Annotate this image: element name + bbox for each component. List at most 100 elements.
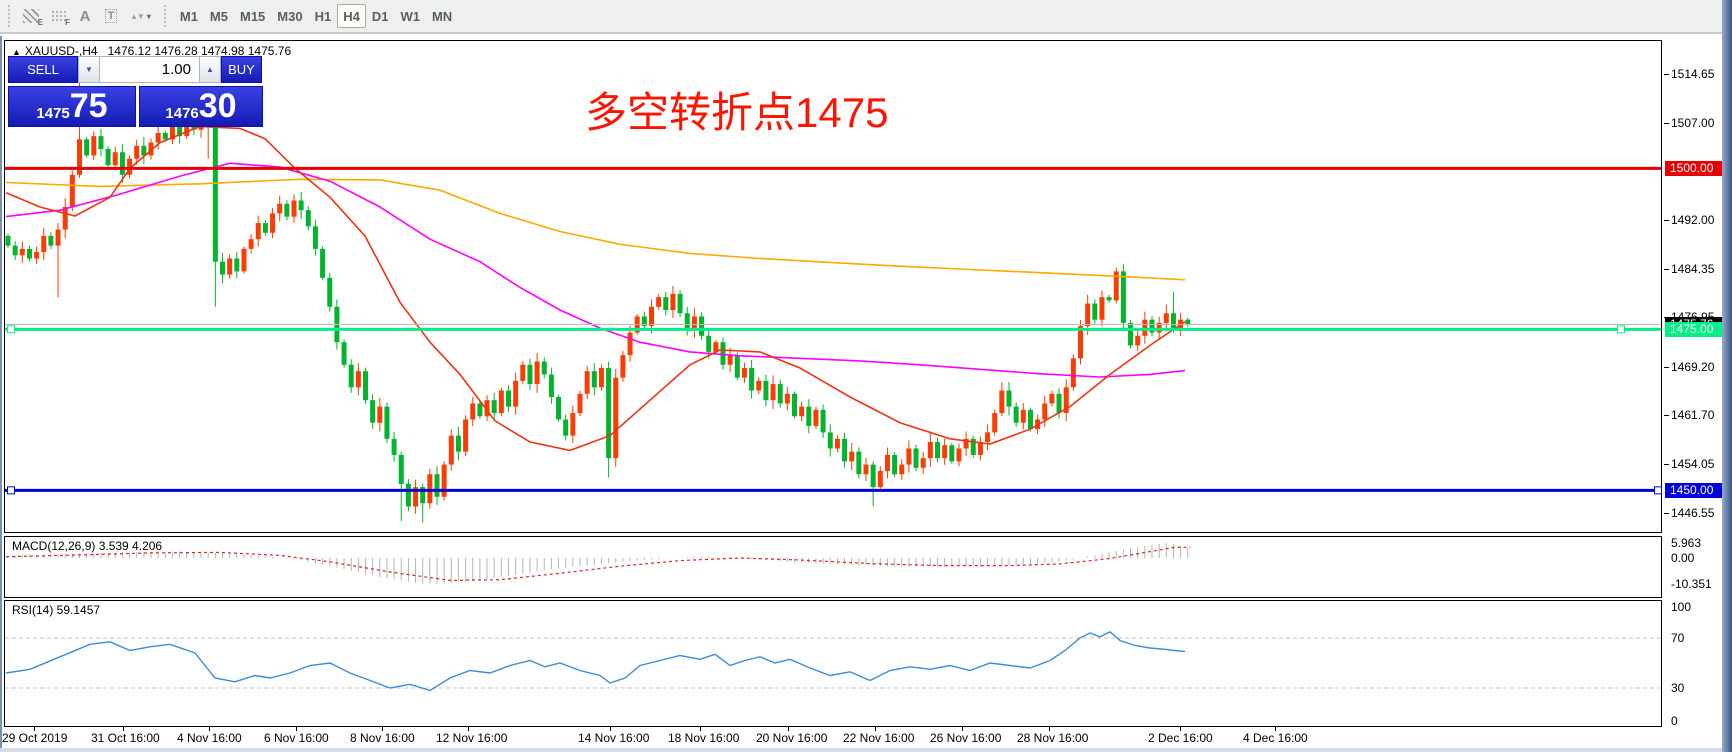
timeframe-button-m30[interactable]: M30 (277, 8, 303, 24)
price-axis-tick (1664, 74, 1669, 75)
ma-slow-orange (5, 178, 1186, 281)
date-axis-label: 4 Dec 16:00 (1243, 731, 1308, 745)
buy-price-display[interactable]: 1476 30 (139, 86, 263, 127)
timeframe-button-m5[interactable]: M5 (209, 8, 228, 24)
text-box-icon: T (104, 9, 118, 23)
pattern-icon-letter: E (37, 18, 43, 27)
price-axis-label: 1492.00 (1671, 212, 1715, 227)
date-axis-label: 8 Nov 16:00 (350, 731, 415, 745)
collapse-panel-icon[interactable]: ▲ (12, 47, 21, 57)
text-label-button[interactable]: A (72, 4, 98, 28)
volume-up-button[interactable]: ▲ (199, 56, 221, 83)
rsi-scale-label: 70 (1671, 631, 1685, 645)
date-axis-label: 4 Nov 16:00 (177, 731, 242, 745)
toolbar-grip[interactable] (162, 5, 168, 27)
macd-histogram (7, 542, 1189, 585)
grid-icon-letter: F (65, 18, 70, 27)
grid-icon (51, 9, 66, 23)
price-axis-tick (1664, 123, 1669, 125)
window-border-right (1722, 0, 1732, 752)
date-axis-label: 29 Oct 2019 (2, 731, 68, 745)
buy-button[interactable]: BUY (221, 56, 262, 83)
macd-scale-label: -10.351 (1671, 577, 1712, 592)
rsi-line (5, 630, 1186, 692)
window-border-left (0, 36, 2, 752)
timeframe-button-h4[interactable]: H4 (337, 4, 366, 28)
toolbar-grip[interactable] (6, 5, 11, 27)
timeframe-button-mn[interactable]: MN (431, 8, 453, 24)
pattern-tool-button[interactable]: E (17, 4, 45, 28)
sell-price-display[interactable]: 1475 75 (8, 86, 136, 127)
support-line-1450-handle[interactable] (1654, 486, 1662, 495)
macd-panel[interactable] (4, 536, 1662, 598)
price-axis-tick (1664, 366, 1669, 368)
timeframe-button-w1[interactable]: W1 (400, 8, 420, 24)
chart-header: ▲ XAUUSD-,H4 1476.12 1476.28 1474.98 1475.… (12, 44, 291, 58)
date-axis-label: 2 Dec 16:00 (1148, 731, 1213, 745)
macd-scale-label: 5.963 (1671, 535, 1702, 550)
price-axis-tick (1664, 269, 1669, 271)
macd-scale-label: 0.00 (1671, 551, 1695, 565)
price-axis-tick (1664, 414, 1669, 416)
toolbar: E F A T ▲▼ ▾ M1 M5 M15 M30 H1 H4 D1 W1 MN (0, 0, 1732, 34)
timeframe-button-d1[interactable]: D1 (371, 8, 389, 24)
buy-price-pips: 30 (198, 87, 237, 125)
date-axis-label: 18 Nov 16:00 (668, 731, 740, 745)
rsi-scale-label: 30 (1671, 681, 1685, 695)
date-axis-tick (610, 727, 611, 731)
date-axis-label: 26 Nov 16:00 (930, 731, 1002, 745)
text-box-button[interactable]: T (98, 4, 124, 28)
timeframe-button-h1[interactable]: H1 (314, 8, 332, 24)
price-chart-panel[interactable] (4, 40, 1662, 533)
price-tag-1450: 1450.00 (1665, 482, 1723, 498)
sell-price-pips: 75 (69, 87, 108, 125)
volume-down-button[interactable]: ▼ (78, 56, 100, 83)
price-tag-1475: 1475.00 (1665, 321, 1723, 337)
date-axis-label: 12 Nov 16:00 (436, 731, 508, 745)
rsi-plot-border (4, 600, 1662, 727)
timeframe-button-m15[interactable]: M15 (239, 8, 266, 24)
fibo-tool-button[interactable]: F (45, 4, 72, 28)
timeframe-button-m1[interactable]: M1 (179, 8, 198, 24)
timeframe-bar: M1 M5 M15 M30 H1 H4 D1 W1 MN (174, 4, 458, 28)
chart-annotation: 多空转折点1475 (585, 89, 889, 136)
date-axis-label: 31 Oct 16:00 (91, 731, 160, 745)
price-axis-tick (1664, 464, 1669, 466)
pivot-line-1475-handle[interactable] (1617, 325, 1625, 334)
date-axis-tick (209, 727, 210, 731)
window-border-bottom (0, 748, 1722, 752)
ma-fast-red (5, 125, 1186, 452)
date-axis-tick (788, 727, 789, 731)
price-axis-tick (1664, 512, 1669, 514)
price-axis-label: 1469.20 (1671, 359, 1715, 374)
price-axis-tick (1664, 219, 1669, 221)
arrow-objects-button[interactable]: ▲▼ ▾ (124, 4, 157, 28)
date-axis-label: 6 Nov 16:00 (264, 731, 329, 745)
price-axis-label: 1514.65 (1671, 67, 1715, 81)
sell-button[interactable]: SELL (8, 56, 78, 83)
rsi-scale-label: 100 (1671, 600, 1692, 614)
price-axis-label: 1484.35 (1671, 262, 1715, 277)
date-axis-label: 22 Nov 16:00 (843, 731, 915, 745)
pivot-line-1475-handle[interactable] (7, 325, 15, 334)
date-axis-label: 14 Nov 16:00 (578, 731, 650, 745)
date-axis-tick (382, 727, 383, 731)
date-axis-tick (296, 727, 297, 731)
date-axis-tick (1049, 727, 1050, 731)
macd-label: MACD(12,26,9) 3.539 4.206 (12, 539, 163, 553)
macd-signal-line (5, 546, 1190, 582)
one-click-trading-panel: SELL ▼ ▲ BUY 1475 75 1476 30 (8, 56, 263, 127)
date-axis-label: 20 Nov 16:00 (756, 731, 828, 745)
price-axis-label: 1461.70 (1671, 407, 1715, 422)
date-axis-tick (123, 727, 124, 731)
ohlc-values: 1476.12 1476.28 1474.98 1475.76 (107, 44, 292, 58)
letter-a-icon: A (79, 7, 91, 25)
support-line-1450-handle[interactable] (7, 486, 15, 495)
buy-price-main: 1476 (165, 105, 199, 122)
rsi-panel[interactable] (4, 600, 1662, 727)
price-axis-label: 1454.05 (1671, 457, 1715, 472)
macd-plot-border (4, 536, 1662, 598)
price-plot-border (4, 40, 1662, 533)
date-axis-label: 28 Nov 16:00 (1017, 731, 1089, 745)
volume-input[interactable] (100, 56, 199, 83)
